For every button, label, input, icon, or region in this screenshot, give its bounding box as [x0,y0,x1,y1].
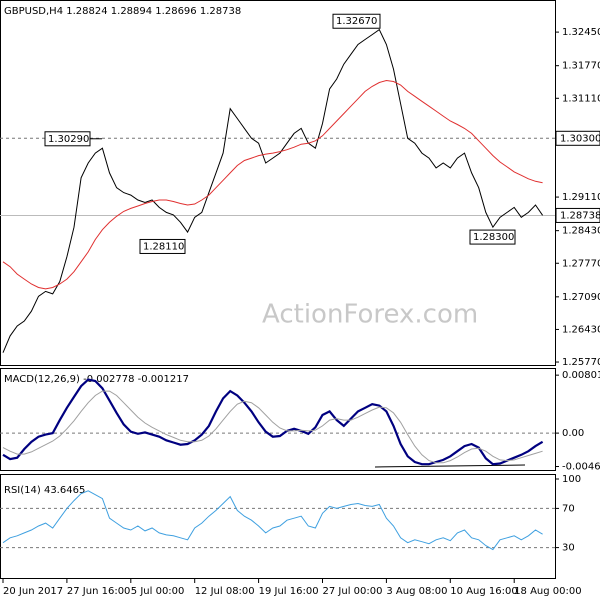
x-tick-label: 19 Jul 16:00 [259,586,319,597]
annotation-label: 1.28300 [473,232,514,243]
annotation-box [44,131,91,147]
annotation-label: 1.32670 [336,16,377,27]
series-line [2,378,544,466]
y-tick-label: 1.32450 [562,27,600,38]
y-tick-label: 0.00 [562,428,584,439]
y-tick-label: 0.008012 [562,370,600,381]
current-price-box [555,207,600,223]
annotation-box [139,238,186,254]
x-tick-label: 5 Jul 00:00 [131,586,185,597]
watermark: ActionForex.com [262,300,478,330]
y-tick-label: 1.29110 [562,192,600,203]
x-tick-label: 27 Jun 16:00 [67,586,131,597]
x-tick-label: 12 Jul 08:00 [195,586,255,597]
series-line [2,490,543,551]
level-label: 1.30300 [560,133,600,144]
y-tick-label: 100 [562,474,581,485]
annotation-label: 1.28110 [143,241,184,252]
y-tick-label: 1.27090 [562,292,600,303]
y-tick-label: 1.27770 [562,258,600,269]
x-tick-label: 18 Aug 00:00 [514,586,581,597]
price-panel [0,0,556,366]
divergence-line [374,464,526,468]
annotation-label: 1.30290 [48,134,89,145]
panel-title: MACD(12,26,9) -0.002778 -0.001217 [4,374,189,385]
y-tick-label: 1.25770 [562,357,600,368]
y-tick-label: 1.28430 [562,226,600,237]
macd-panel [0,368,556,471]
current-price-label: 1.28738 [560,210,600,221]
x-tick-label: 3 Aug 08:00 [386,586,447,597]
series-line [2,28,544,353]
y-tick-label: 1.31770 [562,61,600,72]
x-tick-label: 27 Jul 00:00 [323,586,383,597]
series-line [2,390,543,464]
level-label-box [555,130,600,146]
rsi-panel [0,474,556,579]
y-tick-label: 1.26430 [562,324,600,335]
y-tick-label: 1.31110 [562,93,600,104]
annotation-box [469,229,516,245]
y-tick-label: 70 [562,503,575,514]
series-line [2,79,543,290]
annotation-box [332,13,381,29]
x-tick-label: 10 Aug 16:00 [450,586,517,597]
panel-title: RSI(14) 43.6465 [4,485,85,496]
y-tick-label: 30 [562,543,575,554]
y-tick-label: -0.004619 [562,462,600,473]
x-tick-label: 20 Jun 2017 [3,586,63,597]
panel-title: GBPUSD,H4 1.28824 1.28894 1.28696 1.2873… [4,6,241,17]
